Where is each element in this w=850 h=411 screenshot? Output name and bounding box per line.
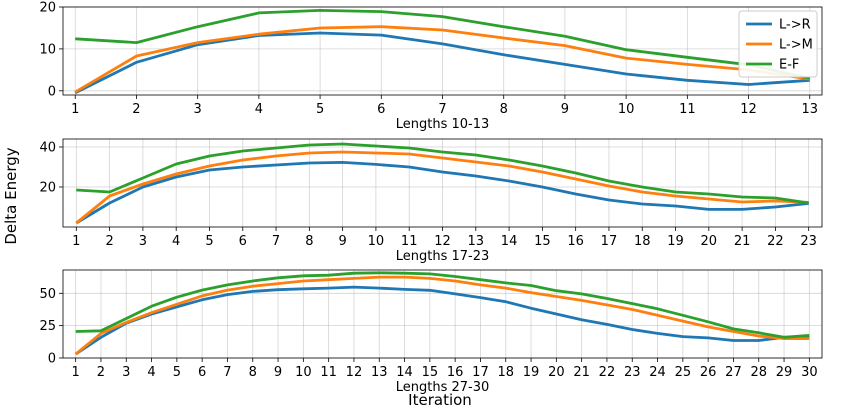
- x-tick-label: 14: [396, 365, 413, 380]
- x-tick-label: 13: [468, 234, 485, 249]
- legend-label: L->M: [779, 38, 813, 53]
- x-tick-label: 11: [679, 102, 696, 117]
- y-tick-label: 0: [48, 352, 56, 367]
- x-tick-label: 3: [122, 365, 130, 380]
- x-tick-label: 1: [72, 234, 80, 249]
- series-line-lm: [75, 150, 809, 225]
- x-tick-label: 2: [105, 234, 113, 249]
- x-tick-label: 25: [675, 365, 692, 380]
- x-tick-label: 21: [573, 365, 590, 380]
- x-tick-label: 8: [305, 234, 313, 249]
- x-tick-label: 22: [599, 365, 616, 380]
- series-line-ef: [75, 8, 811, 80]
- x-tick-label: 10: [368, 234, 385, 249]
- x-tick-label: 6: [198, 365, 206, 380]
- x-tick-label: 17: [472, 365, 489, 380]
- x-tick-label: 4: [147, 365, 155, 380]
- series-line-lr: [75, 160, 809, 225]
- x-tick-label: 11: [320, 365, 337, 380]
- panel-2: 1 2 3 4 5 6 7 8 9 10 11 12 13 14 15 16 17 18 19 20 21 22 23204…: [39, 138, 823, 264]
- x-tick-label: 26: [700, 365, 717, 380]
- x-tick-label: 7: [272, 234, 280, 249]
- panel-3: 1 2 3 4 5 6 7 8 9 10 11 12 13 14 15 16 17 18 19 20 21 22 23 24 2…: [39, 269, 823, 395]
- x-tick-label: 16: [567, 234, 584, 249]
- x-tick-label: 12: [434, 234, 451, 249]
- y-tick-label: 40: [39, 141, 56, 156]
- x-tick-label: 7: [438, 102, 446, 117]
- x-tick-label: 6: [377, 102, 385, 117]
- x-tick-label: 13: [801, 102, 818, 117]
- x-tick-label: 8: [249, 365, 257, 380]
- series-line-ef: [75, 271, 810, 339]
- x-tick-label: 9: [274, 365, 282, 380]
- x-tick-label: 4: [172, 234, 180, 249]
- y-tick-label: 10: [39, 42, 56, 57]
- series-line-lm: [74, 275, 810, 356]
- x-tick-label: 14: [501, 234, 518, 249]
- x-tick-label: 28: [750, 365, 767, 380]
- x-tick-label: 21: [734, 234, 751, 249]
- y-tick-label: 0: [48, 84, 56, 99]
- x-tick-label: 29: [776, 365, 793, 380]
- x-tick-label: 5: [205, 234, 213, 249]
- x-tick-label: 7: [223, 365, 231, 380]
- x-tick-label: 13: [371, 365, 388, 380]
- legend-label: L->R: [779, 18, 811, 33]
- legend: L->R L->M E-F: [738, 10, 818, 78]
- x-tick-label: 18: [634, 234, 651, 249]
- x-tick-label: 18: [497, 365, 514, 380]
- series-line-lr: [74, 31, 810, 95]
- y-tick-label: 25: [39, 319, 56, 334]
- series-line-lm: [74, 25, 811, 94]
- x-tick-label: 12: [346, 365, 363, 380]
- y-tick-label: 20: [39, 1, 56, 16]
- figure-ylabel: Delta Energy: [2, 147, 20, 244]
- x-tick-label: 27: [725, 365, 742, 380]
- x-tick-label: 1: [72, 365, 80, 380]
- x-tick-label: 22: [767, 234, 784, 249]
- x-tick-label: 2: [132, 102, 140, 117]
- x-tick-label: 5: [173, 365, 181, 380]
- x-tick-label: 30: [801, 365, 818, 380]
- x-tick-label: 8: [500, 102, 508, 117]
- axes-frame: [62, 269, 823, 359]
- x-tick-label: 6: [239, 234, 247, 249]
- x-tick-label: 16: [447, 365, 464, 380]
- y-tick-label: 20: [39, 181, 56, 196]
- x-tick-label: 2: [97, 365, 105, 380]
- x-tick-label: 3: [194, 102, 202, 117]
- x-tick-label: 4: [255, 102, 263, 117]
- x-tick-label: 15: [422, 365, 439, 380]
- x-tick-label: 12: [740, 102, 757, 117]
- x-tick-label: 10: [295, 365, 312, 380]
- x-tick-label: 20: [701, 234, 718, 249]
- legend-box: [738, 10, 818, 78]
- x-tick-label: 15: [534, 234, 551, 249]
- panel-xlabel: Lengths 27-30: [396, 380, 490, 395]
- x-tick-label: 19: [667, 234, 684, 249]
- series-line-lr: [74, 285, 810, 356]
- panel-xlabel: Lengths 10-13: [396, 117, 490, 132]
- x-tick-label: 3: [139, 234, 147, 249]
- legend-label: E-F: [779, 58, 799, 73]
- x-tick-label: 5: [316, 102, 324, 117]
- x-tick-label: 24: [649, 365, 666, 380]
- x-tick-label: 1: [71, 102, 79, 117]
- series-line-ef: [76, 142, 809, 205]
- x-tick-label: 9: [561, 102, 569, 117]
- y-tick-label: 50: [39, 287, 56, 302]
- x-tick-label: 10: [618, 102, 635, 117]
- figure-xlabel: Iteration: [408, 391, 472, 409]
- x-tick-label: 23: [624, 365, 641, 380]
- x-tick-label: 23: [800, 234, 817, 249]
- x-tick-label: 17: [601, 234, 618, 249]
- x-tick-label: 19: [523, 365, 540, 380]
- x-tick-label: 20: [548, 365, 565, 380]
- panel-xlabel: Lengths 17-23: [396, 249, 490, 264]
- x-tick-label: 11: [401, 234, 418, 249]
- x-tick-label: 9: [338, 234, 346, 249]
